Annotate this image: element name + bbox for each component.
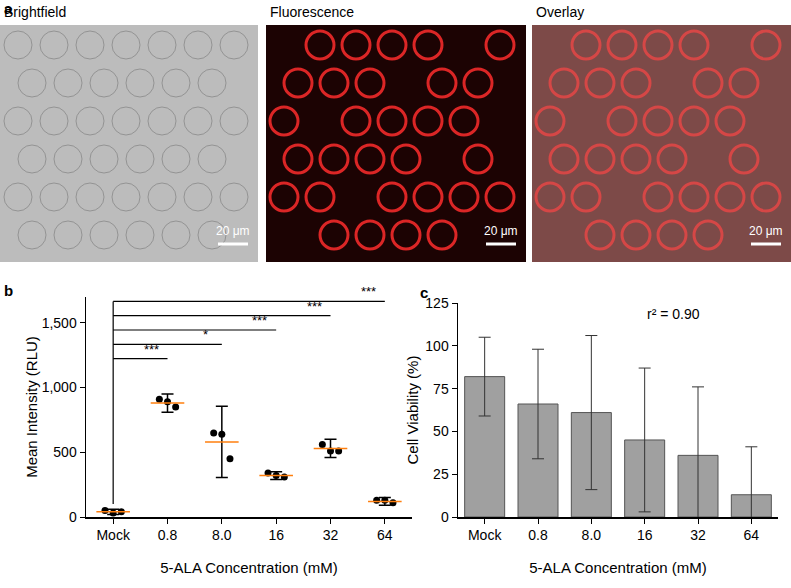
svg-text:1,500: 1,500 [42, 315, 77, 331]
svg-text:20 μm: 20 μm [484, 224, 518, 238]
svg-text:***: *** [252, 313, 267, 328]
svg-text:*: * [203, 327, 208, 342]
svg-text:r² = 0.90: r² = 0.90 [647, 306, 700, 322]
svg-text:64: 64 [744, 527, 760, 543]
svg-text:***: *** [307, 299, 322, 314]
svg-text:Mock: Mock [468, 527, 502, 543]
svg-text:20 μm: 20 μm [216, 224, 250, 238]
svg-text:16: 16 [268, 527, 284, 543]
svg-text:8.0: 8.0 [582, 527, 602, 543]
svg-text:50: 50 [433, 423, 449, 439]
svg-text:8.0: 8.0 [212, 527, 232, 543]
svg-text:Brightfield: Brightfield [4, 4, 66, 20]
svg-text:125: 125 [425, 295, 449, 311]
svg-text:25: 25 [433, 466, 449, 482]
svg-text:***: *** [361, 284, 376, 299]
svg-text:32: 32 [690, 527, 706, 543]
svg-text:16: 16 [637, 527, 653, 543]
svg-text:500: 500 [53, 444, 77, 460]
svg-text:Overlay: Overlay [536, 4, 584, 20]
svg-text:5-ALA Concentration (mM): 5-ALA Concentration (mM) [529, 559, 707, 576]
svg-text:20 μm: 20 μm [749, 224, 783, 238]
svg-text:Fluorescence: Fluorescence [270, 4, 354, 20]
svg-text:Mean Intensity (RLU): Mean Intensity (RLU) [23, 336, 40, 478]
svg-text:c: c [420, 284, 428, 301]
svg-text:a: a [4, 0, 13, 17]
svg-text:0: 0 [69, 509, 77, 525]
svg-text:***: *** [144, 342, 159, 357]
svg-text:32: 32 [323, 527, 339, 543]
svg-text:0: 0 [441, 509, 449, 525]
svg-text:75: 75 [433, 381, 449, 397]
svg-text:100: 100 [425, 338, 449, 354]
svg-text:64: 64 [377, 527, 393, 543]
svg-text:0.8: 0.8 [528, 527, 548, 543]
svg-text:5-ALA Concentration (mM): 5-ALA Concentration (mM) [160, 559, 338, 576]
svg-text:1,000: 1,000 [42, 379, 77, 395]
svg-text:0.8: 0.8 [158, 527, 178, 543]
svg-text:Cell Viability (%): Cell Viability (%) [404, 356, 421, 465]
svg-text:b: b [4, 282, 13, 299]
svg-text:Mock: Mock [96, 527, 130, 543]
